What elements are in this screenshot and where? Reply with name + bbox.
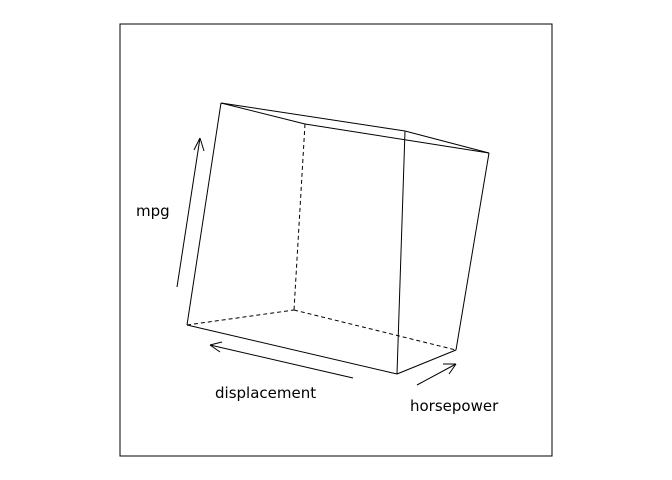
box-visible-edges: [186, 102, 490, 375]
z-axis-label: mpg: [136, 202, 170, 220]
displacement-axis-arrow: [209, 341, 354, 379]
box-edge-left-vertical: [186, 102, 222, 326]
box-edge-top-front: [220, 102, 406, 132]
horsepower-axis-arrow: [416, 363, 457, 386]
box-edge-front-vertical: [396, 130, 406, 375]
x-axis-label: displacement: [215, 384, 316, 402]
box-edge-top-right: [404, 130, 490, 154]
plot-frame: [119, 23, 553, 457]
axis-arrows: [176, 137, 457, 386]
box-edge-bottom-front: [186, 324, 398, 375]
box-edge-hidden-left: [186, 309, 295, 326]
box-hidden-edges: [186, 123, 457, 351]
box-edge-hidden-back: [293, 309, 457, 351]
box-edge-hidden-vertical: [293, 123, 306, 311]
y-axis-label: horsepower: [410, 397, 499, 415]
box-edge-top-back: [304, 123, 490, 154]
box-edge-right-vertical: [455, 152, 490, 351]
mpg-axis-arrow: [176, 137, 205, 288]
box-edge-bottom-right: [396, 349, 457, 375]
box-edge-top-left: [220, 102, 306, 125]
